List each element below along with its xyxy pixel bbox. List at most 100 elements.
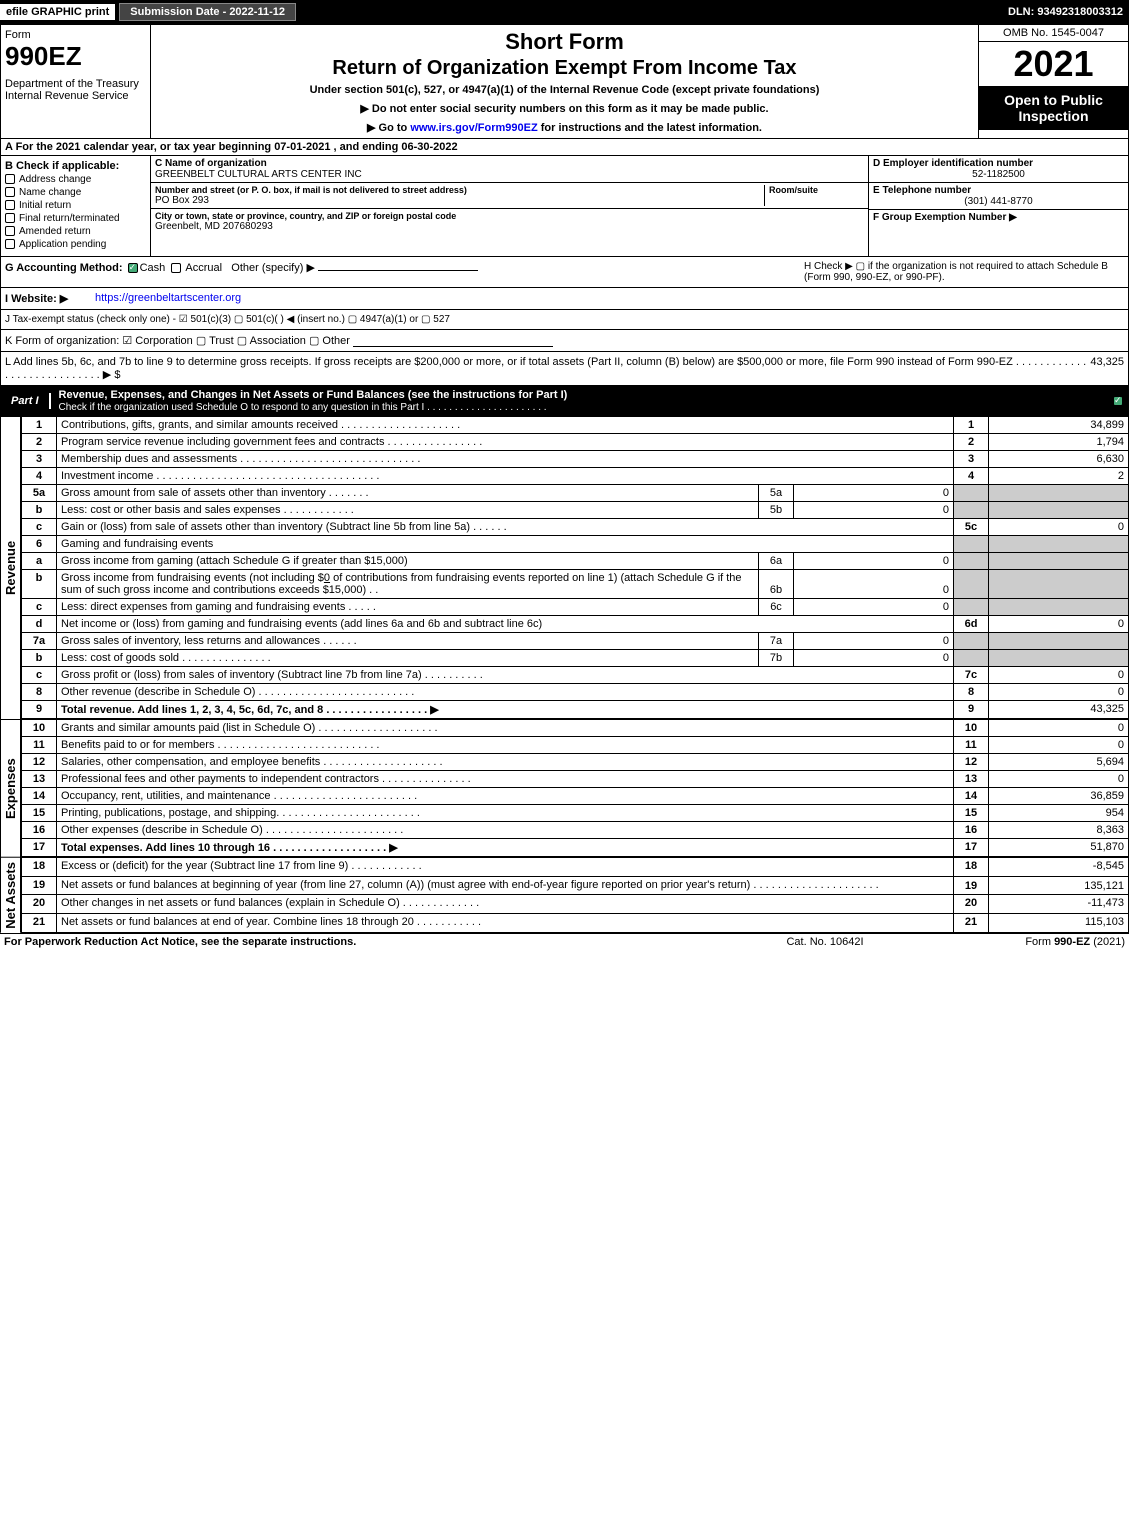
checkbox-checked-icon [128, 263, 138, 273]
form-label: Form [5, 29, 146, 41]
line10-value: 0 [989, 720, 1129, 737]
line5b-value: 0 [794, 502, 954, 519]
org-city: Greenbelt, MD 207680293 [155, 221, 864, 232]
row-g-h: G Accounting Method: Cash Accrual Other … [0, 257, 1129, 288]
phone-cell: E Telephone number (301) 441-8770 [869, 183, 1128, 210]
checkbox-icon [5, 226, 15, 236]
subtitle: Under section 501(c), 527, or 4947(a)(1)… [155, 84, 974, 96]
dln: DLN: 93492318003312 [1008, 6, 1129, 18]
footer: For Paperwork Reduction Act Notice, see … [0, 933, 1129, 950]
tax-year: 2021 [979, 42, 1128, 86]
form-number: 990EZ [5, 41, 146, 72]
part1-table: Revenue 1Contributions, gifts, grants, a… [0, 416, 1129, 719]
line1-value: 34,899 [989, 417, 1129, 434]
checkbox-icon [5, 213, 15, 223]
phone: (301) 441-8770 [873, 196, 1124, 207]
ein: 52-1182500 [873, 169, 1124, 180]
dept-label: Department of the Treasury Internal Reve… [5, 78, 146, 102]
line17-value: 51,870 [989, 839, 1129, 857]
org-addr-cell: Number and street (or P. O. box, if mail… [151, 183, 868, 209]
line7a-value: 0 [794, 633, 954, 650]
org-address: PO Box 293 [155, 195, 764, 206]
netassets-table: Net Assets 18Excess or (deficit) for the… [0, 857, 1129, 933]
form-header: Form 990EZ Department of the Treasury In… [0, 24, 1129, 139]
line21-value: 115,103 [989, 914, 1129, 933]
header-left: Form 990EZ Department of the Treasury In… [1, 25, 151, 138]
irs-link[interactable]: www.irs.gov/Form990EZ [410, 122, 537, 134]
omb-number: OMB No. 1545-0047 [979, 25, 1128, 42]
line15-value: 954 [989, 805, 1129, 822]
col-org-info: C Name of organization GREENBELT CULTURA… [151, 156, 868, 256]
footer-center: Cat. No. 10642I [725, 936, 925, 948]
opt-name-change[interactable]: Name change [5, 187, 146, 198]
line5c-value: 0 [989, 519, 1129, 536]
line19-value: 135,121 [989, 876, 1129, 895]
opt-amended-return[interactable]: Amended return [5, 226, 146, 237]
opt-application-pending[interactable]: Application pending [5, 239, 146, 250]
row-k: K Form of organization: ☑ Corporation ▢ … [0, 330, 1129, 352]
top-bar: efile GRAPHIC print Submission Date - 20… [0, 0, 1129, 24]
opt-initial-return[interactable]: Initial return [5, 200, 146, 211]
ein-cell: D Employer identification number 52-1182… [869, 156, 1128, 183]
expenses-table: Expenses 10Grants and similar amounts pa… [0, 719, 1129, 857]
line6a-value: 0 [794, 553, 954, 570]
checkbox-icon [5, 200, 15, 210]
footer-right: Form 990-EZ (2021) [925, 936, 1125, 948]
group-exemption-cell: F Group Exemption Number ▶ [869, 210, 1128, 225]
line7c-value: 0 [989, 667, 1129, 684]
header-right: OMB No. 1545-0047 2021 Open to Public In… [978, 25, 1128, 138]
line6c-value: 0 [794, 599, 954, 616]
note-link: ▶ Go to www.irs.gov/Form990EZ for instru… [155, 121, 974, 134]
line8-value: 0 [989, 684, 1129, 701]
row-a-taxyear: A For the 2021 calendar year, or tax yea… [0, 139, 1129, 156]
submission-date: Submission Date - 2022-11-12 [119, 3, 296, 21]
col-right-info: D Employer identification number 52-1182… [868, 156, 1128, 256]
efile-label: efile GRAPHIC print [0, 4, 115, 20]
line18-value: -8,545 [989, 858, 1129, 877]
part1-tab: Part I [1, 393, 51, 409]
line12-value: 5,694 [989, 754, 1129, 771]
checkbox-icon [5, 187, 15, 197]
line9-value: 43,325 [989, 701, 1129, 719]
line20-value: -11,473 [989, 895, 1129, 914]
footer-left: For Paperwork Reduction Act Notice, see … [4, 936, 725, 948]
line2-value: 1,794 [989, 434, 1129, 451]
title-return: Return of Organization Exempt From Incom… [155, 57, 974, 80]
line4-value: 2 [989, 468, 1129, 485]
line11-value: 0 [989, 737, 1129, 754]
col-b-checkboxes: B Check if applicable: Address change Na… [1, 156, 151, 256]
org-name-cell: C Name of organization GREENBELT CULTURA… [151, 156, 868, 183]
h-text: H Check ▶ ▢ if the organization is not r… [804, 261, 1124, 283]
opt-address-change[interactable]: Address change [5, 174, 146, 185]
checkbox-icon [5, 174, 15, 184]
title-short-form: Short Form [155, 29, 974, 55]
revenue-vlabel: Revenue [0, 416, 21, 719]
line7b-value: 0 [794, 650, 954, 667]
l-value: 43,325 [1090, 356, 1124, 381]
row-i: I Website: ▶ https://greenbeltartscenter… [0, 288, 1129, 310]
part1-header: Part I Revenue, Expenses, and Changes in… [0, 386, 1129, 416]
expenses-vlabel: Expenses [0, 719, 21, 857]
opt-final-return[interactable]: Final return/terminated [5, 213, 146, 224]
checkbox-icon [171, 263, 181, 273]
row-j: J Tax-exempt status (check only one) - ☑… [0, 310, 1129, 330]
line6d-value: 0 [989, 616, 1129, 633]
open-public-inspection: Open to Public Inspection [979, 86, 1128, 130]
line16-value: 8,363 [989, 822, 1129, 839]
checkbox-icon [5, 239, 15, 249]
header-center: Short Form Return of Organization Exempt… [151, 25, 978, 138]
part1-title: Revenue, Expenses, and Changes in Net As… [51, 387, 1108, 415]
row-l: L Add lines 5b, 6c, and 7b to line 9 to … [0, 352, 1129, 386]
line3-value: 6,630 [989, 451, 1129, 468]
checkbox-checked-icon [1113, 396, 1123, 406]
netassets-vlabel: Net Assets [0, 857, 21, 933]
org-city-cell: City or town, state or province, country… [151, 209, 868, 234]
org-name: GREENBELT CULTURAL ARTS CENTER INC [155, 169, 864, 180]
line13-value: 0 [989, 771, 1129, 788]
line5a-value: 0 [794, 485, 954, 502]
b-header: B Check if applicable: [5, 160, 146, 172]
line14-value: 36,859 [989, 788, 1129, 805]
section-b-to-h: B Check if applicable: Address change Na… [0, 156, 1129, 257]
website-link[interactable]: https://greenbeltartscenter.org [95, 292, 241, 305]
line6b-value: 0 [794, 570, 954, 599]
